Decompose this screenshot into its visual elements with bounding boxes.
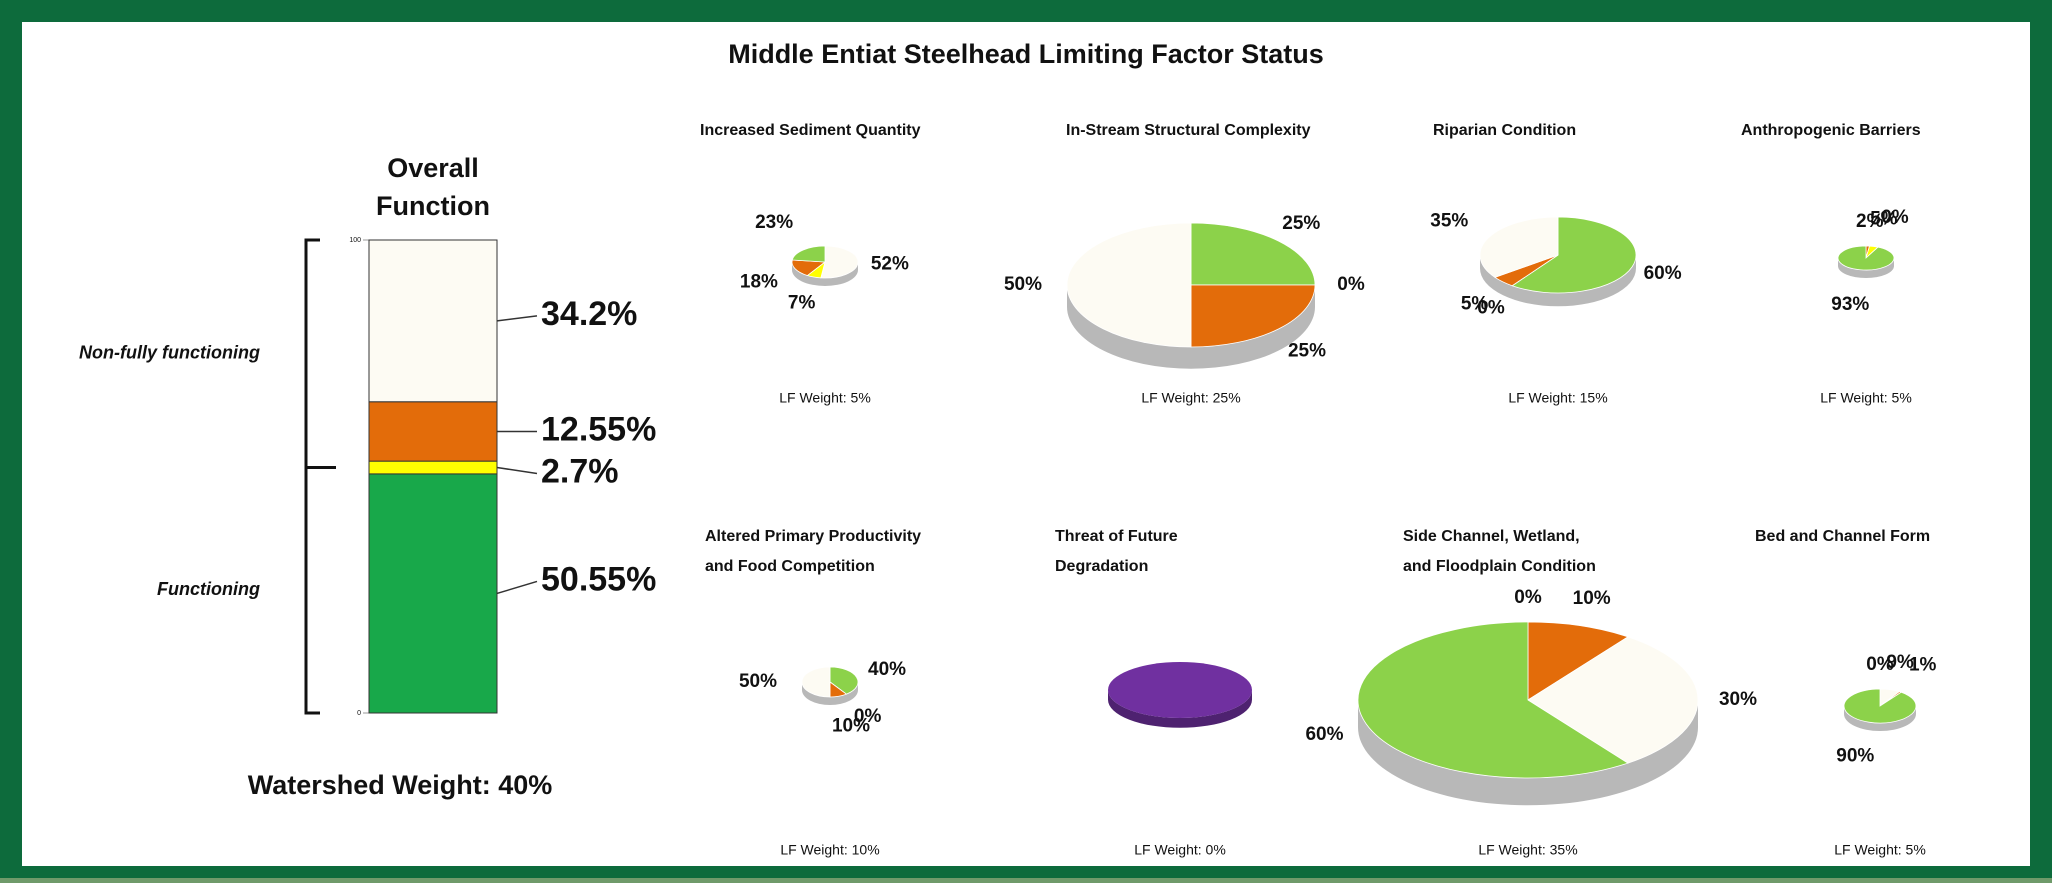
bar-segment bbox=[368, 473, 498, 714]
value-label: 2.7% bbox=[541, 452, 619, 490]
panel bbox=[22, 22, 2030, 866]
bar-segment bbox=[368, 401, 498, 462]
pie-label: 23% bbox=[755, 212, 793, 233]
pie-footer: LF Weight: 5% bbox=[1820, 390, 1912, 406]
pie-label: 0% bbox=[1866, 654, 1894, 675]
pie-label: 40% bbox=[868, 659, 906, 680]
pie-slice bbox=[1527, 636, 1699, 764]
pie-label: 93% bbox=[1831, 294, 1869, 315]
pie-label: 60% bbox=[1305, 724, 1343, 745]
pie-label: 18% bbox=[740, 271, 778, 292]
pie-slice bbox=[1357, 621, 1629, 779]
pie-slice bbox=[801, 666, 831, 698]
bar-segment bbox=[368, 460, 498, 475]
pie-label: 0% bbox=[854, 706, 882, 727]
pie-slice bbox=[1190, 222, 1316, 286]
value-label: 50.55% bbox=[541, 560, 656, 598]
page-title: Middle Entiat Steelhead Limiting Factor … bbox=[728, 39, 1324, 69]
pie-title: Anthropogenic Barriers bbox=[1741, 122, 1921, 139]
pie-footer: LF Weight: 0% bbox=[1134, 842, 1226, 858]
bracket bbox=[304, 238, 336, 715]
pie-label: 90% bbox=[1836, 745, 1874, 766]
pie-title: Threat of Future bbox=[1055, 528, 1178, 545]
pie-footer: LF Weight: 35% bbox=[1478, 842, 1577, 858]
pie-title: Bed and Channel Form bbox=[1755, 528, 1930, 545]
pie-side bbox=[792, 262, 858, 286]
pie-slice bbox=[829, 666, 859, 695]
pie-label: 25% bbox=[1288, 340, 1326, 361]
pie-footer: LF Weight: 10% bbox=[780, 842, 879, 858]
pie-label: 2% bbox=[1856, 211, 1884, 232]
pie-label: 5% bbox=[1461, 294, 1489, 315]
value-label: 34.2% bbox=[541, 295, 637, 333]
pie-side bbox=[1108, 690, 1252, 728]
pie-slice bbox=[1527, 621, 1629, 701]
bar-segment bbox=[368, 239, 498, 403]
pie-footer: LF Weight: 5% bbox=[1834, 842, 1926, 858]
pie-footer: LF Weight: 25% bbox=[1141, 390, 1240, 406]
pie-title: Altered Primary Productivity bbox=[705, 528, 921, 545]
pie-slice bbox=[1837, 245, 1895, 271]
annotation: Non-fully functioning bbox=[79, 343, 260, 363]
pie-label: 50% bbox=[1004, 274, 1042, 295]
pie-label: 60% bbox=[1644, 263, 1682, 284]
pie-footer: LF Weight: 15% bbox=[1508, 390, 1607, 406]
pie-label: 9% bbox=[1886, 652, 1914, 673]
pie-title: In-Stream Structural Complexity bbox=[1066, 122, 1311, 139]
pie-side bbox=[1480, 255, 1636, 307]
pie-side bbox=[1844, 706, 1916, 731]
pie-title: Degradation bbox=[1055, 558, 1148, 575]
pie-label: 35% bbox=[1430, 210, 1468, 231]
leader bbox=[496, 580, 538, 595]
pie-slice bbox=[1108, 662, 1252, 718]
pie-slice bbox=[791, 245, 826, 263]
pie-side bbox=[1067, 285, 1315, 369]
footer: Watershed Weight: 40% bbox=[248, 770, 553, 800]
value-label: 12.55% bbox=[541, 410, 656, 448]
pie-label: 30% bbox=[1719, 689, 1757, 710]
pie-footer: LF Weight: 5% bbox=[779, 390, 871, 406]
pie-slice bbox=[1479, 216, 1559, 278]
pie-label: 50% bbox=[739, 671, 777, 692]
pie-label: 0% bbox=[1477, 297, 1505, 318]
pie-title: and Floodplain Condition bbox=[1403, 558, 1596, 575]
bar-title: Function bbox=[376, 191, 490, 221]
pie-side bbox=[1358, 700, 1698, 806]
pie-slice bbox=[1511, 216, 1637, 294]
pie-label: 0% bbox=[1881, 207, 1909, 228]
pie-slice bbox=[820, 245, 859, 279]
pie-label: 0% bbox=[1514, 587, 1542, 608]
pie-slice bbox=[1843, 688, 1917, 724]
y-tick-label: 0 bbox=[357, 710, 361, 717]
pie-title: Riparian Condition bbox=[1433, 122, 1576, 139]
y-tick-label: 100 bbox=[349, 237, 361, 244]
leader bbox=[496, 315, 538, 322]
pie-label: 10% bbox=[1573, 588, 1611, 609]
annotation: Functioning bbox=[157, 579, 260, 599]
pie-slice bbox=[1066, 222, 1192, 348]
pie-label: 1% bbox=[1909, 654, 1937, 675]
pie-side bbox=[1838, 258, 1894, 278]
pie-side bbox=[802, 682, 858, 705]
leader bbox=[496, 466, 538, 475]
pie-slice bbox=[1190, 284, 1316, 348]
pie-label: 5% bbox=[1870, 209, 1898, 230]
pie-title: and Food Competition bbox=[705, 558, 875, 575]
pie-label: 25% bbox=[1282, 213, 1320, 234]
bar-title: Overall bbox=[387, 153, 479, 183]
pie-label: 0% bbox=[1337, 274, 1365, 295]
pie-label: 52% bbox=[871, 254, 909, 275]
pie-label: 7% bbox=[788, 292, 816, 313]
pie-label: 10% bbox=[832, 716, 870, 737]
pie-title: Side Channel, Wetland, bbox=[1403, 528, 1580, 545]
pie-title: Increased Sediment Quantity bbox=[700, 122, 921, 139]
